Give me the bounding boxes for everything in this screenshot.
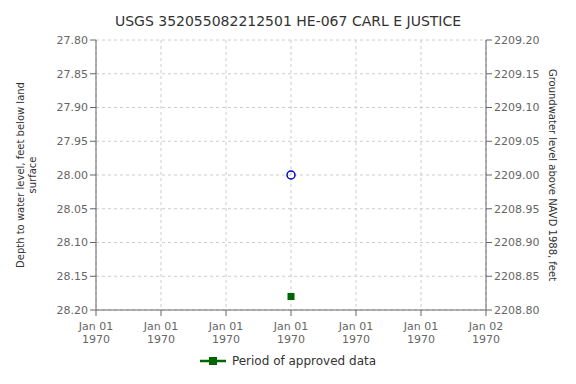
svg-text:28.20: 28.20 [57, 304, 89, 317]
svg-text:Jan 011970: Jan 011970 [273, 320, 308, 346]
svg-text:27.90: 27.90 [57, 101, 89, 114]
svg-text:2209.20: 2209.20 [494, 34, 540, 47]
svg-text:Jan 011970: Jan 011970 [338, 320, 373, 346]
svg-text:2208.95: 2208.95 [494, 203, 540, 216]
svg-text:28.10: 28.10 [57, 236, 89, 249]
svg-text:Jan 011970: Jan 011970 [208, 320, 243, 346]
svg-text:2209.05: 2209.05 [494, 135, 540, 148]
svg-text:Depth to water level, feet bel: Depth to water level, feet below landsur… [15, 82, 38, 268]
svg-text:2209.10: 2209.10 [494, 101, 540, 114]
svg-text:Jan 011970: Jan 011970 [403, 320, 438, 346]
svg-text:2208.90: 2208.90 [494, 236, 540, 249]
svg-text:2208.85: 2208.85 [494, 270, 540, 283]
svg-text:2209.15: 2209.15 [494, 68, 540, 81]
html-text:USGS 352055082212501 HE-067 CA: USGS 352055082212501 HE-067 CARL E JUSTI… [114, 13, 462, 29]
svg-text:28.00: 28.00 [57, 169, 89, 182]
svg-text:Groundwater level above NAVD 1: Groundwater level above NAVD 1988, feet [547, 69, 558, 281]
html-text:Period of approved data: Period of approved data [231, 354, 377, 368]
svg-text:27.85: 27.85 [57, 68, 89, 81]
svg-text:Jan 021970: Jan 021970 [468, 320, 503, 346]
svg-text:27.80: 27.80 [57, 34, 89, 47]
svg-text:2209.00: 2209.00 [494, 169, 540, 182]
svg-text:28.05: 28.05 [57, 203, 89, 216]
svg-text:2208.80: 2208.80 [494, 304, 540, 317]
svg-text:28.15: 28.15 [57, 270, 89, 283]
svg-text:Jan 011970: Jan 011970 [78, 320, 113, 346]
svg-text:27.95: 27.95 [57, 135, 89, 148]
svg-text:Jan 011970: Jan 011970 [143, 320, 178, 346]
